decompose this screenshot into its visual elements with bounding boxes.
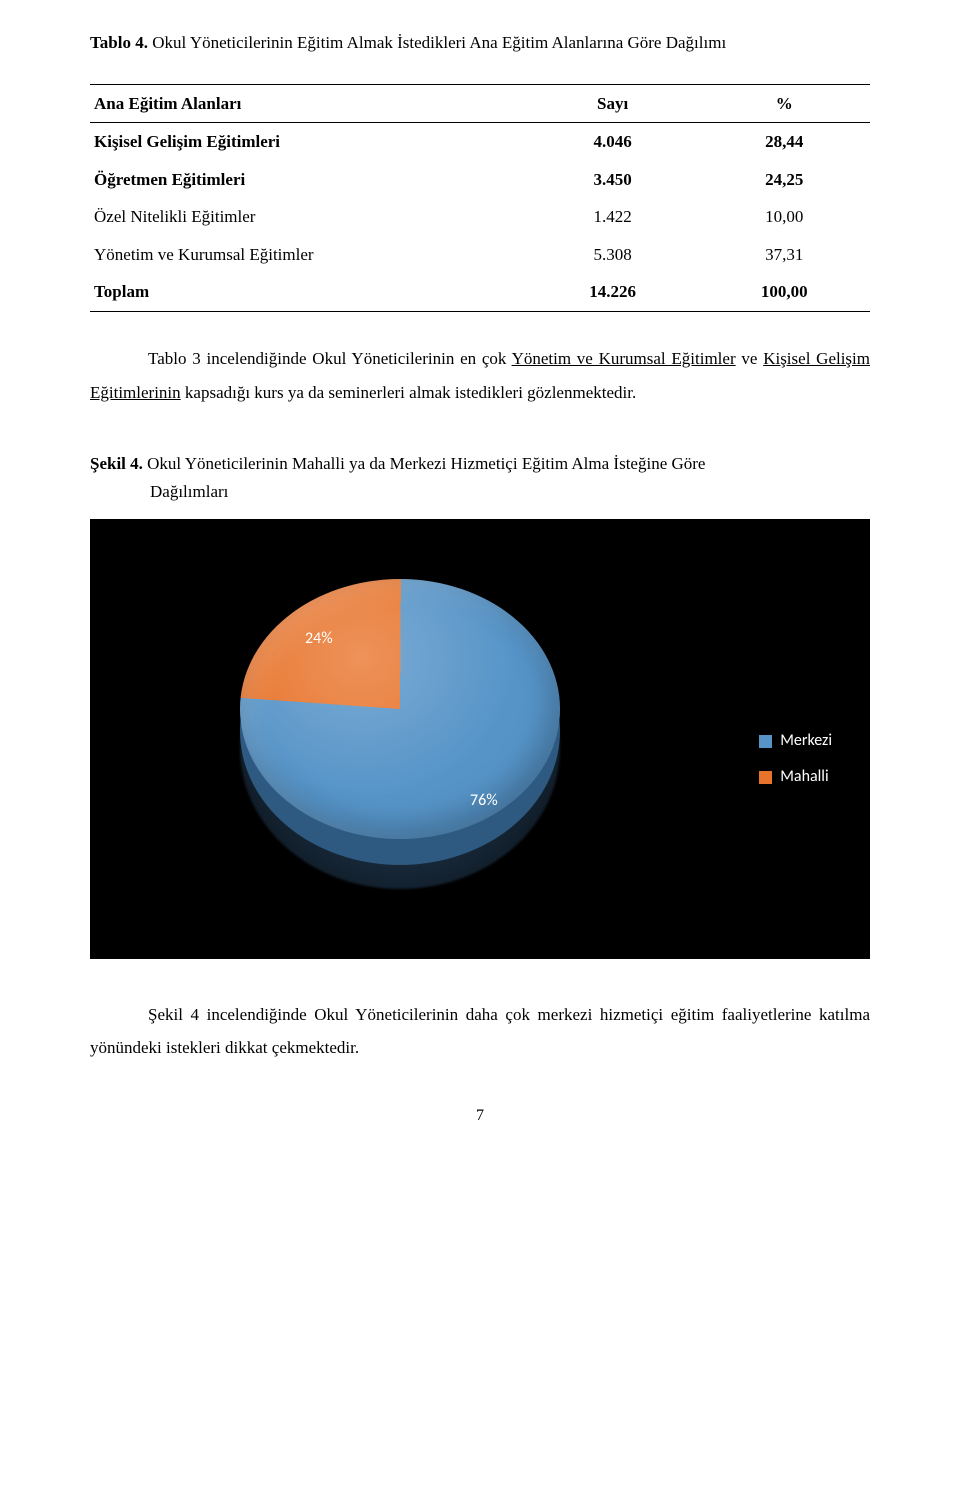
table4-cell-pct: 37,31 [698,236,870,274]
table4-cell-sayi: 1.422 [527,198,699,236]
figure4-chart: 24% 76% Merkezi Mahalli [90,519,870,959]
figure4-title-rest-l2: Dağılımları [150,478,870,507]
figure4-title: Şekil 4. Okul Yöneticilerinin Mahalli ya… [90,450,870,508]
table4-title-rest: Okul Yöneticilerinin Eğitim Almak İstedi… [148,33,726,52]
table4-cell-sayi: 3.450 [527,161,699,199]
table4-col-pct: % [698,84,870,123]
table4-cell-label: Yönetim ve Kurumsal Eğitimler [90,236,527,274]
table-row: Kişisel Gelişim Eğitimleri 4.046 28,44 [90,123,870,161]
table-row: Toplam 14.226 100,00 [90,273,870,311]
table4-cell-pct: 28,44 [698,123,870,161]
page-number: 7 [90,1104,870,1128]
pie-top [240,579,560,839]
legend-text-merkezi: Merkezi [780,729,832,753]
p1-mid: ve [736,349,764,368]
figure4-title-bold: Şekil 4. [90,454,143,473]
table-row: Yönetim ve Kurumsal Eğitimler 5.308 37,3… [90,236,870,274]
chart-legend: Merkezi Mahalli [759,729,832,801]
table4-cell-pct: 24,25 [698,161,870,199]
legend-item-mahalli: Mahalli [759,765,832,789]
p2-text: Şekil 4 incelendiğinde Okul Yöneticileri… [90,1005,870,1056]
paragraph-1: Tablo 3 incelendiğinde Okul Yöneticileri… [90,342,870,410]
pie-3d [240,579,560,879]
table4-cell-label: Öğretmen Eğitimleri [90,161,527,199]
table4-cell-label: Özel Nitelikli Eğitimler [90,198,527,236]
table4-cell-sayi: 4.046 [527,123,699,161]
table4-cell-label: Toplam [90,273,527,311]
paragraph-2: Şekil 4 incelendiğinde Okul Yöneticileri… [90,999,870,1064]
p1-post: kapsadığı kurs ya da seminerleri almak i… [181,383,637,402]
legend-item-merkezi: Merkezi [759,729,832,753]
table-row: Özel Nitelikli Eğitimler 1.422 10,00 [90,198,870,236]
table4-title: Tablo 4. Okul Yöneticilerinin Eğitim Alm… [90,30,870,56]
p1-u1: Yönetim ve Kurumsal Eğitimler [512,349,736,368]
table4-col-label: Ana Eğitim Alanları [90,84,527,123]
p1-pre: Tablo 3 incelendiğinde Okul Yöneticileri… [148,349,512,368]
legend-text-mahalli: Mahalli [780,765,828,789]
table4-cell-sayi: 5.308 [527,236,699,274]
legend-swatch-mahalli [759,771,772,784]
table4-header-row: Ana Eğitim Alanları Sayı % [90,84,870,123]
figure4-title-rest-l1: Okul Yöneticilerinin Mahalli ya da Merke… [143,454,706,473]
table-row: Öğretmen Eğitimleri 3.450 24,25 [90,161,870,199]
table4-title-bold: Tablo 4. [90,33,148,52]
pie-label-76: 76% [470,789,498,813]
pie-label-24: 24% [305,627,333,651]
table4-cell-sayi: 14.226 [527,273,699,311]
table4: Ana Eğitim Alanları Sayı % Kişisel Geliş… [90,84,870,312]
table4-col-sayi: Sayı [527,84,699,123]
table4-cell-pct: 100,00 [698,273,870,311]
table4-cell-pct: 10,00 [698,198,870,236]
legend-swatch-merkezi [759,735,772,748]
table4-cell-label: Kişisel Gelişim Eğitimleri [90,123,527,161]
